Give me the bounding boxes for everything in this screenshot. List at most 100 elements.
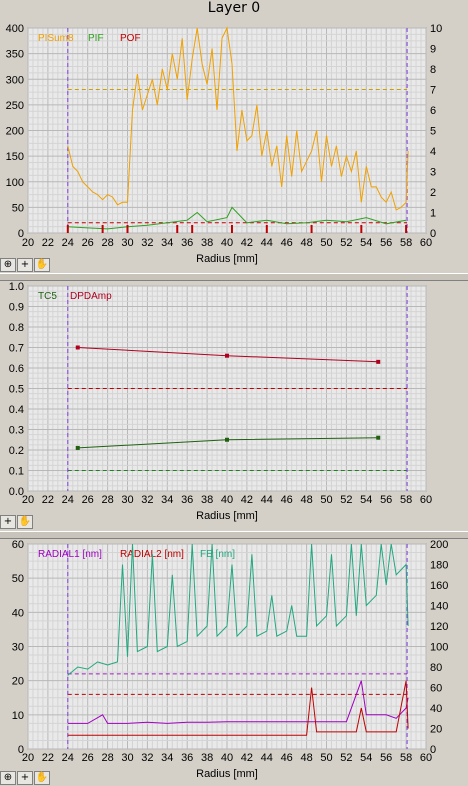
chart-toolbar: ⊕ + ✋ [0,771,50,785]
series-line-1 [67,680,409,736]
x-tick-label: 38 [201,494,213,506]
x-tick-label: 60 [420,752,432,764]
x-tick-label: 48 [300,494,312,506]
y-tick-label: 30 [12,642,24,654]
crosshair-icon[interactable]: ⊕ [0,258,16,272]
grid [27,285,427,492]
y2-tick-label: 120 [430,621,448,633]
panel-splitter[interactable] [0,273,468,281]
y-tick-label: 50 [12,573,24,585]
plus-icon[interactable]: + [17,771,33,785]
x-tick-label: 40 [221,494,233,506]
series-line-2 [67,543,409,676]
crosshair-icon[interactable]: ⊕ [0,771,16,785]
x-tick-label: 28 [101,237,113,249]
x-tick-label: 50 [320,237,332,249]
y-tick-label: 0.9 [9,302,24,314]
x-tick-label: 56 [380,494,392,506]
series-point [225,353,229,358]
y-tick-label: 400 [6,23,24,35]
y-tick-label: 50 [12,202,24,214]
x-tick-label: 52 [340,237,352,249]
x-tick-label: 52 [340,752,352,764]
y-tick-label: 0.1 [9,466,24,478]
y-tick-label: 0 [18,744,24,756]
series-point [225,437,229,442]
x-tick-label: 30 [121,752,133,764]
x-tick-label: 44 [261,752,273,764]
series-point [75,345,80,350]
x-tick-label: 56 [380,237,392,249]
x-tick-label: 50 [320,494,332,506]
x-tick-label: 32 [141,752,153,764]
plus-icon[interactable]: + [0,515,16,529]
page-title: Layer 0 [207,0,261,16]
legend-entry: DPDAmp [70,291,112,302]
x-tick-label: 32 [141,237,153,249]
hand-icon[interactable]: ✋ [34,771,50,785]
y-tick-label: 10 [12,710,24,722]
hand-icon[interactable]: ✋ [34,258,50,272]
plus-icon[interactable]: + [17,258,33,272]
series-line-0 [67,680,409,724]
x-tick-label: 26 [82,237,94,249]
y-tick-label: 0.8 [9,322,24,334]
y2-tick-label: 60 [430,683,442,695]
x-tick-label: 38 [201,752,213,764]
y2-tick-label: 9 [430,44,436,56]
x-tick-label: 44 [261,237,273,249]
x-tick-label: 36 [181,237,193,249]
x-tick-label: 46 [281,752,293,764]
x-tick-label: 34 [161,752,173,764]
x-tick-label: 52 [340,494,352,506]
chart-toolbar: + ✋ [0,515,33,529]
x-tick-label: 58 [400,494,412,506]
y2-tick-label: 10 [430,23,442,35]
x-tick-label: 20 [22,752,34,764]
y2-tick-label: 160 [430,580,448,592]
series-line-1 [67,206,407,230]
legend-entry: PIF [88,33,104,44]
x-tick-label: 38 [201,237,213,249]
panel-splitter[interactable] [0,531,468,539]
chart-panel-layer-stats: 0 50 100 150 200 250 300 350 400 0 1 2 3 4 5 6 7 8 9 10 20 22… [0,18,468,273]
x-tick-label: 60 [420,494,432,506]
series-point [376,359,381,364]
y2-tick-label: 180 [430,560,448,572]
x-tick-label: 36 [181,752,193,764]
x-tick-label: 48 [300,237,312,249]
y-tick-label: 150 [6,151,24,163]
legend-entry: TC5 [38,291,57,302]
x-tick-label: 58 [400,237,412,249]
y-tick-label: 0.6 [9,363,24,375]
y-tick-label: 0 [18,228,24,240]
x-tick-label: 40 [221,237,233,249]
x-tick-label: 44 [261,494,273,506]
x-tick-label: 24 [62,494,74,506]
x-tick-label: 54 [360,494,372,506]
x-tick-label: 20 [22,237,34,249]
x-tick-label: 28 [101,494,113,506]
x-tick-label: 48 [300,752,312,764]
x-tick-label: 32 [141,494,153,506]
y2-tick-label: 40 [430,703,442,715]
legend-entry: RADIAL1 [nm] [38,549,102,560]
legend-entry: POF [120,33,141,44]
y2-tick-label: 200 [430,539,448,551]
y2-tick-label: 80 [430,662,442,674]
hand-icon[interactable]: ✋ [17,515,33,529]
y-tick-label: 0.0 [9,486,24,498]
x-tick-label: 56 [380,752,392,764]
x-tick-label: 46 [281,237,293,249]
y2-tick-label: 5 [430,126,436,138]
x-tick-label: 22 [42,752,54,764]
series-line-0 [67,26,409,211]
y2-tick-label: 0 [430,228,436,240]
y2-tick-label: 6 [430,105,436,117]
x-tick-label: 24 [62,237,74,249]
x-tick-label: 42 [241,752,253,764]
x-tick-label: 50 [320,752,332,764]
legend-entry: PISum8 [38,33,74,44]
y-tick-label: 20 [12,676,24,688]
